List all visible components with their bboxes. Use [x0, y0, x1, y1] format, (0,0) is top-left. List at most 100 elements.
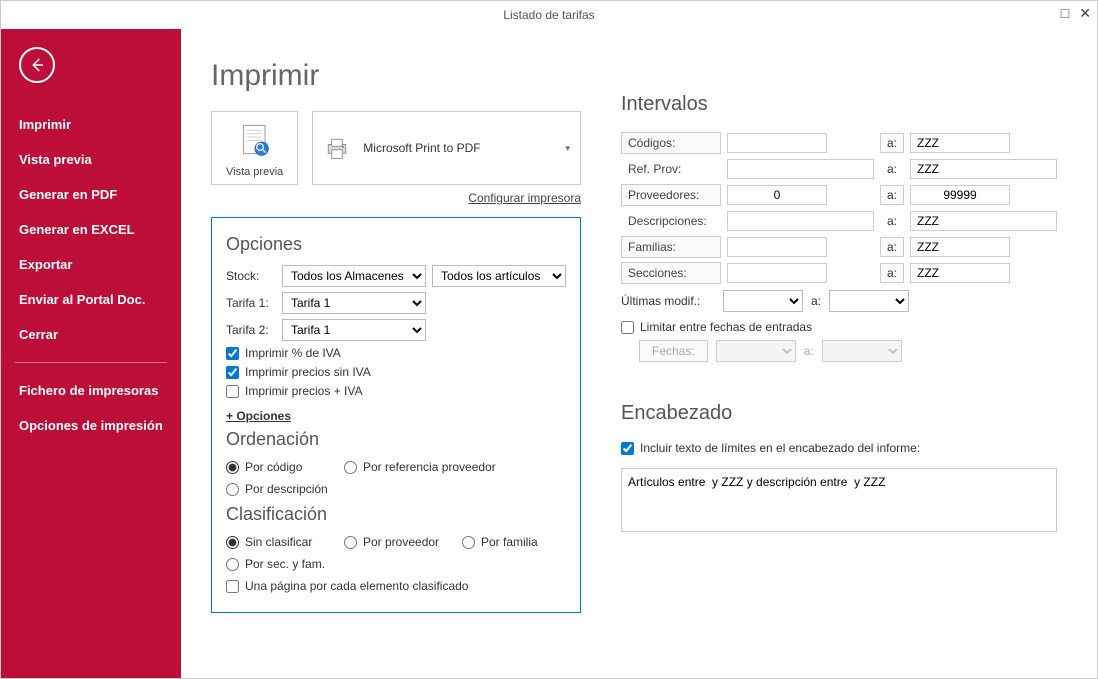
- sidebar-item-enviar-portal[interactable]: Enviar al Portal Doc.: [1, 282, 181, 317]
- page-title: Imprimir: [211, 59, 581, 93]
- prov-from-input[interactable]: [727, 185, 827, 205]
- chk-una-pagina-label: Una página por cada elemento clasificado: [245, 579, 468, 593]
- radio-sin-clasificar-label: Sin clasificar: [245, 535, 312, 549]
- radio-sin-clasificar[interactable]: [226, 536, 239, 549]
- vista-previa-label: Vista previa: [226, 166, 283, 178]
- codigos-button[interactable]: Códigos:: [621, 132, 721, 154]
- desc-a-label: a:: [880, 213, 904, 229]
- stock-select[interactable]: Todos los Almacenes: [282, 265, 426, 287]
- fechas-button[interactable]: Fechas:: [639, 340, 708, 362]
- sidebar-separator: [15, 362, 167, 363]
- codigos-to-input[interactable]: [910, 133, 1010, 153]
- window-title: Listado de tarifas: [503, 8, 594, 22]
- sidebar-item-opciones-impresion[interactable]: Opciones de impresión: [1, 408, 181, 443]
- radio-por-ref-label: Por referencia proveedor: [363, 460, 496, 474]
- secciones-button[interactable]: Secciones:: [621, 262, 721, 284]
- chk-pct-iva[interactable]: [226, 347, 239, 360]
- fam-a-button[interactable]: a:: [880, 237, 904, 257]
- familias-button[interactable]: Familias:: [621, 236, 721, 258]
- sidebar-item-vista-previa[interactable]: Vista previa: [1, 142, 181, 177]
- main-content: Imprimir Vista previa: [181, 29, 1097, 678]
- ordenacion-title: Ordenación: [226, 429, 566, 450]
- chk-una-pagina[interactable]: [226, 580, 239, 593]
- clasificacion-title: Clasificación: [226, 504, 566, 525]
- descripciones-label: Descripciones:: [621, 210, 721, 232]
- sidebar-item-generar-excel[interactable]: Generar en EXCEL: [1, 212, 181, 247]
- sidebar-item-exportar[interactable]: Exportar: [1, 247, 181, 282]
- radio-por-familia-label: Por familia: [481, 535, 538, 549]
- modif-from-select[interactable]: [723, 290, 803, 312]
- chk-sin-iva[interactable]: [226, 366, 239, 379]
- fecha-to-select: [822, 340, 902, 362]
- radio-por-desc[interactable]: [226, 483, 239, 496]
- ref-a-label: a:: [880, 161, 904, 177]
- chk-con-iva[interactable]: [226, 385, 239, 398]
- chk-incluir-encabezado-label: Incluir texto de límites en el encabezad…: [640, 441, 920, 455]
- encabezado-textarea[interactable]: [621, 468, 1057, 532]
- prov-to-input[interactable]: [910, 185, 1010, 205]
- opciones-title: Opciones: [226, 234, 566, 255]
- back-arrow-icon: [28, 56, 46, 74]
- chk-pct-iva-label: Imprimir % de IVA: [245, 346, 341, 360]
- document-preview-icon: [235, 122, 275, 162]
- sidebar-item-cerrar[interactable]: Cerrar: [1, 317, 181, 352]
- radio-por-sec-fam[interactable]: [226, 558, 239, 571]
- vista-previa-button[interactable]: Vista previa: [211, 111, 298, 185]
- close-icon[interactable]: ✕: [1079, 5, 1091, 22]
- radio-por-ref[interactable]: [344, 461, 357, 474]
- chk-incluir-encabezado[interactable]: [621, 442, 634, 455]
- tarifa1-select[interactable]: Tarifa 1: [282, 292, 426, 314]
- codigos-from-input[interactable]: [727, 133, 827, 153]
- encabezado-title: Encabezado: [621, 402, 1057, 425]
- sec-to-input[interactable]: [910, 263, 1010, 283]
- tarifa2-select[interactable]: Tarifa 1: [282, 319, 426, 341]
- intervals-grid: Códigos: a: Ref. Prov: a: Proveedores: a…: [621, 132, 1057, 284]
- sidebar-item-generar-pdf[interactable]: Generar en PDF: [1, 177, 181, 212]
- radio-por-proveedor-label: Por proveedor: [363, 535, 439, 549]
- desc-from-input[interactable]: [727, 211, 874, 231]
- sidebar: Imprimir Vista previa Generar en PDF Gen…: [1, 29, 181, 678]
- more-options-link[interactable]: + Opciones: [226, 409, 291, 423]
- radio-por-sec-fam-label: Por sec. y fam.: [245, 557, 325, 571]
- sec-a-button[interactable]: a:: [880, 263, 904, 283]
- chk-limitar-fechas[interactable]: [621, 321, 634, 334]
- codigos-a-button[interactable]: a:: [880, 133, 904, 153]
- intervalos-title: Intervalos: [621, 93, 1057, 116]
- chk-limitar-fechas-label: Limitar entre fechas de entradas: [640, 320, 812, 334]
- radio-por-proveedor[interactable]: [344, 536, 357, 549]
- sidebar-item-fichero-impresoras[interactable]: Fichero de impresoras: [1, 373, 181, 408]
- titlebar: Listado de tarifas □ ✕: [1, 1, 1097, 29]
- ref-prov-label: Ref. Prov:: [621, 158, 721, 180]
- prov-a-button[interactable]: a:: [880, 185, 904, 205]
- tarifa1-label: Tarifa 1:: [226, 296, 276, 310]
- stock-label: Stock:: [226, 269, 276, 283]
- maximize-icon[interactable]: □: [1061, 5, 1069, 22]
- chk-sin-iva-label: Imprimir precios sin IVA: [245, 365, 371, 379]
- desc-to-input[interactable]: [910, 211, 1057, 231]
- chevron-down-icon: ▾: [565, 143, 570, 154]
- fam-to-input[interactable]: [910, 237, 1010, 257]
- ultimas-modif-label: Últimas modif.:: [621, 294, 715, 308]
- radio-por-familia[interactable]: [462, 536, 475, 549]
- modif-to-select[interactable]: [829, 290, 909, 312]
- print-dialog-window: Listado de tarifas □ ✕ Imprimir Vista pr…: [0, 0, 1098, 679]
- sec-from-input[interactable]: [727, 263, 827, 283]
- back-button[interactable]: [19, 47, 55, 83]
- configure-printer-link[interactable]: Configurar impresora: [468, 191, 581, 205]
- stock-filter-select[interactable]: Todos los artículos: [432, 265, 566, 287]
- fam-from-input[interactable]: [727, 237, 827, 257]
- fecha-from-select: [716, 340, 796, 362]
- printer-selector[interactable]: Microsoft Print to PDF ▾: [312, 111, 581, 185]
- chk-con-iva-label: Imprimir precios + IVA: [245, 384, 362, 398]
- printer-icon: [323, 134, 351, 162]
- ref-to-input[interactable]: [910, 159, 1057, 179]
- radio-por-desc-label: Por descripción: [245, 482, 328, 496]
- proveedores-button[interactable]: Proveedores:: [621, 184, 721, 206]
- ref-from-input[interactable]: [727, 159, 874, 179]
- sidebar-item-imprimir[interactable]: Imprimir: [1, 107, 181, 142]
- printer-name: Microsoft Print to PDF: [363, 141, 480, 155]
- tarifa2-label: Tarifa 2:: [226, 323, 276, 337]
- fecha-a-label: a:: [804, 344, 814, 358]
- radio-por-codigo[interactable]: [226, 461, 239, 474]
- options-panel: Opciones Stock: Todos los Almacenes Todo…: [211, 217, 581, 613]
